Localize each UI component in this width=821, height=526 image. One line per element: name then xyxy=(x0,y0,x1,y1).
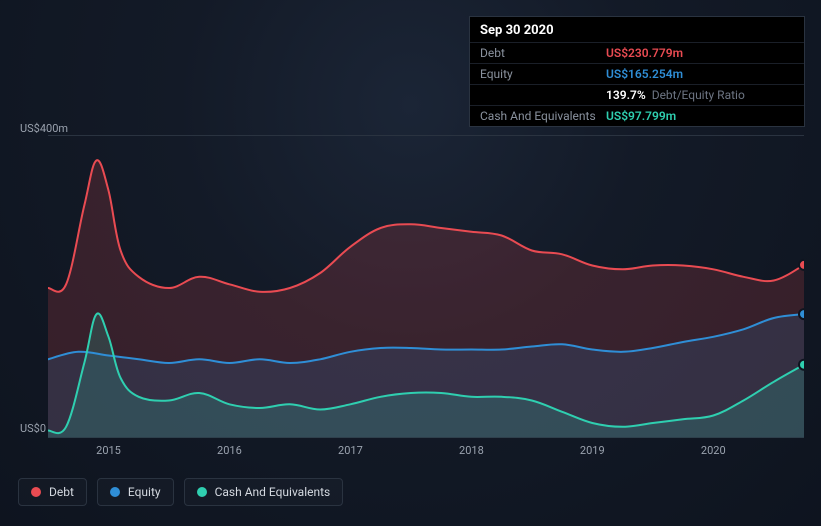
tooltip-value: US$97.799m xyxy=(606,109,676,123)
tooltip-row-debt: Debt US$230.779m xyxy=(470,42,804,63)
tooltip-value: US$165.254m xyxy=(606,67,683,81)
legend-item-equity[interactable]: Equity xyxy=(97,478,174,506)
legend-swatch xyxy=(31,487,41,497)
xaxis-tick: 2018 xyxy=(459,444,484,457)
legend-label: Equity xyxy=(128,485,161,499)
tooltip-row-cash: Cash And Equivalents US$97.799m xyxy=(470,105,804,126)
yaxis-label-max: US$400m xyxy=(20,122,68,135)
tooltip-date: Sep 30 2020 xyxy=(470,17,804,42)
chart-area[interactable] xyxy=(48,138,804,438)
legend-item-cash-and-equivalents[interactable]: Cash And Equivalents xyxy=(184,478,344,506)
tooltip-value: US$230.779m xyxy=(606,46,683,60)
xaxis-tick: 2017 xyxy=(338,444,363,457)
yaxis-label-min: US$0 xyxy=(20,422,46,435)
legend-swatch xyxy=(110,487,120,497)
debt-end-marker[interactable] xyxy=(799,260,804,270)
plot-border xyxy=(48,135,804,136)
legend-label: Debt xyxy=(49,485,74,499)
legend-label: Cash And Equivalents xyxy=(215,485,331,499)
tooltip-label: Debt xyxy=(480,46,606,60)
chart-legend: Debt Equity Cash And Equivalents xyxy=(18,478,343,506)
tooltip-row-ratio: 139.7% Debt/Equity Ratio xyxy=(470,84,804,105)
tooltip-label: Cash And Equivalents xyxy=(480,109,606,123)
tooltip-label: Equity xyxy=(480,67,606,81)
xaxis-tick: 2015 xyxy=(96,444,121,457)
xaxis-tick: 2016 xyxy=(217,444,242,457)
chart-tooltip: Sep 30 2020 Debt US$230.779m Equity US$1… xyxy=(469,16,805,127)
equity-end-marker[interactable] xyxy=(799,309,804,319)
legend-swatch xyxy=(197,487,207,497)
xaxis: 2015 2016 2017 2018 2019 2020 xyxy=(48,444,804,462)
ratio-label: Debt/Equity Ratio xyxy=(652,88,745,102)
legend-item-debt[interactable]: Debt xyxy=(18,478,87,506)
xaxis-tick: 2020 xyxy=(701,444,726,457)
xaxis-tick: 2019 xyxy=(580,444,605,457)
tooltip-row-equity: Equity US$165.254m xyxy=(470,63,804,84)
ratio-value: 139.7% xyxy=(606,88,646,102)
cash-end-marker[interactable] xyxy=(799,360,804,370)
tooltip-label-empty xyxy=(480,88,606,102)
line-chart-svg xyxy=(48,138,804,438)
